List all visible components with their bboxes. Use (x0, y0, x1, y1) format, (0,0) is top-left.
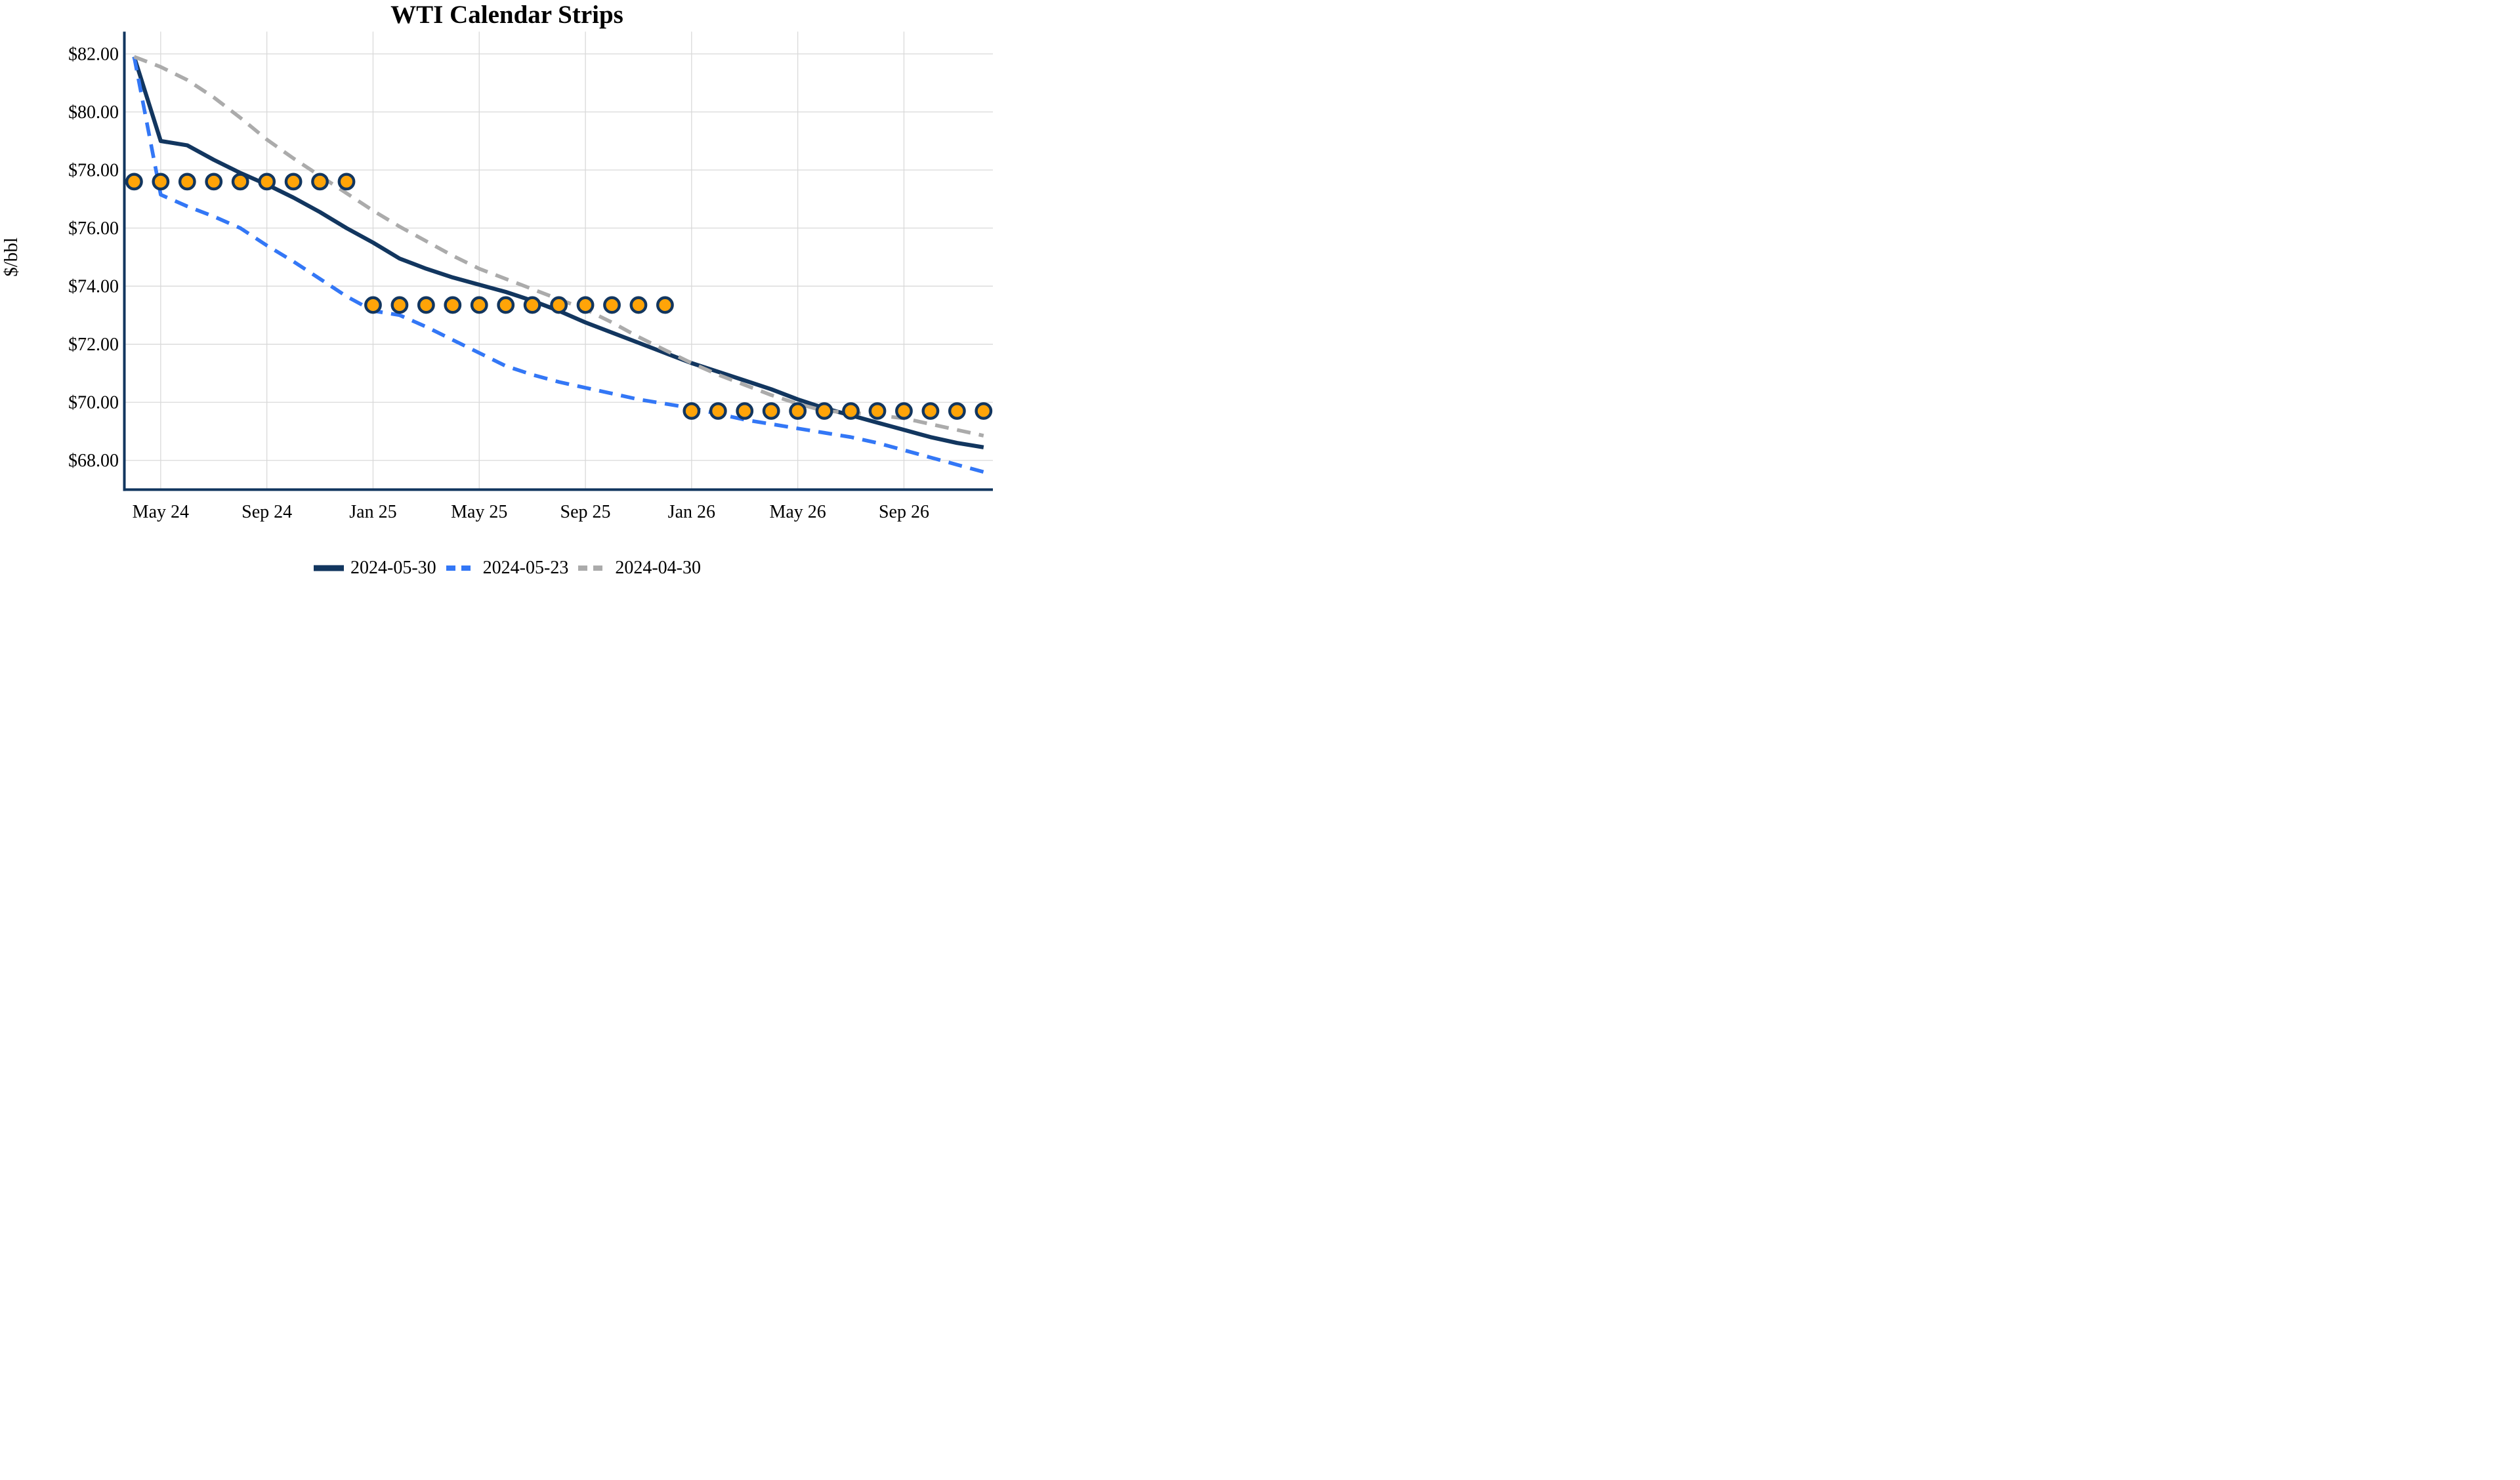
strip-dot[interactable] (364, 296, 382, 314)
series-line-2024-05-30[interactable] (132, 56, 984, 449)
strip-dot[interactable] (868, 402, 887, 420)
wti-calendar-strips-chart: WTI Calendar Strips $82.00 $80.00 $78.00 $7… (0, 0, 1014, 596)
legend-item-label: 2024-05-23 (482, 558, 569, 578)
strip-dot[interactable] (842, 402, 860, 420)
strip-dot[interactable] (470, 296, 488, 314)
strip-dot[interactable] (895, 402, 913, 420)
strip-dot[interactable] (125, 173, 143, 191)
strip-dot[interactable] (337, 173, 356, 191)
plot-area[interactable]: $82.00 $80.00 $78.00 $76.00 $74.00 $72.00 $70.… (0, 0, 1014, 554)
legend-item-label: 2024-05-30 (350, 558, 436, 578)
dashed-line-swatch-icon (446, 565, 476, 571)
strip-dot[interactable] (390, 296, 409, 314)
strip-dot[interactable] (152, 173, 170, 191)
strip-dot[interactable] (629, 296, 648, 314)
y-tick-label: $76.00 (68, 218, 119, 239)
strip-dot[interactable] (523, 296, 541, 314)
y-tick-label: $68.00 (68, 451, 119, 471)
y-tick-label: $82.00 (68, 45, 119, 65)
strip-dot[interactable] (603, 296, 621, 314)
y-tick-label: $80.00 (68, 102, 119, 123)
chart-title: WTI Calendar Strips (390, 1, 623, 29)
strip-dot[interactable] (975, 402, 993, 420)
y-tick-label: $72.00 (68, 335, 119, 355)
strip-dot[interactable] (709, 402, 727, 420)
series-line-2024-04-30[interactable] (133, 54, 984, 438)
y-tick-label: $70.00 (68, 393, 119, 413)
legend: 2024-05-30 2024-05-23 2024-04-30 (0, 558, 1014, 579)
strip-dot[interactable] (550, 296, 568, 314)
series-line-2024-05-23[interactable] (132, 56, 984, 474)
x-tick-label: Sep 24 (242, 502, 292, 522)
strip-dot[interactable] (815, 402, 833, 420)
strip-dot[interactable] (258, 173, 276, 191)
strip-dot[interactable] (205, 173, 223, 191)
strip-dot[interactable] (948, 402, 966, 420)
strip-dot[interactable] (444, 296, 462, 314)
x-tick-label: Sep 26 (879, 502, 929, 522)
x-tick-label: Jan 25 (349, 502, 396, 522)
strip-dot[interactable] (497, 296, 515, 314)
x-tick-label: May 24 (133, 502, 189, 522)
legend-item-2024-05-30[interactable]: 2024-05-30 (313, 558, 436, 579)
strip-dot[interactable] (789, 402, 807, 420)
legend-item-2024-05-23[interactable]: 2024-05-23 (446, 558, 569, 579)
strip-dot[interactable] (736, 402, 754, 420)
strip-dot[interactable] (656, 296, 674, 314)
legend-item-label: 2024-04-30 (615, 558, 701, 578)
y-tick-label: $74.00 (68, 277, 119, 297)
strip-dot[interactable] (178, 173, 196, 191)
dashed-line-swatch-icon (578, 565, 609, 571)
x-tick-label: Sep 25 (560, 502, 611, 522)
strip-dot[interactable] (762, 402, 780, 420)
solid-line-swatch-icon (314, 565, 345, 571)
strip-dot[interactable] (417, 296, 435, 314)
strip-dot[interactable] (284, 173, 303, 191)
strip-dot[interactable] (576, 296, 595, 314)
strip-dot[interactable] (311, 173, 329, 191)
strip-dot[interactable] (921, 402, 940, 420)
strip-dot[interactable] (682, 402, 701, 420)
y-tick-label: $78.00 (68, 161, 119, 181)
x-tick-label: Jan 26 (668, 502, 715, 522)
strip-dot[interactable] (231, 173, 249, 191)
y-axis-label: $/bbl (1, 237, 22, 277)
x-tick-label: May 26 (769, 502, 826, 522)
legend-item-2024-04-30[interactable]: 2024-04-30 (578, 558, 701, 579)
x-tick-label: May 25 (451, 502, 507, 522)
